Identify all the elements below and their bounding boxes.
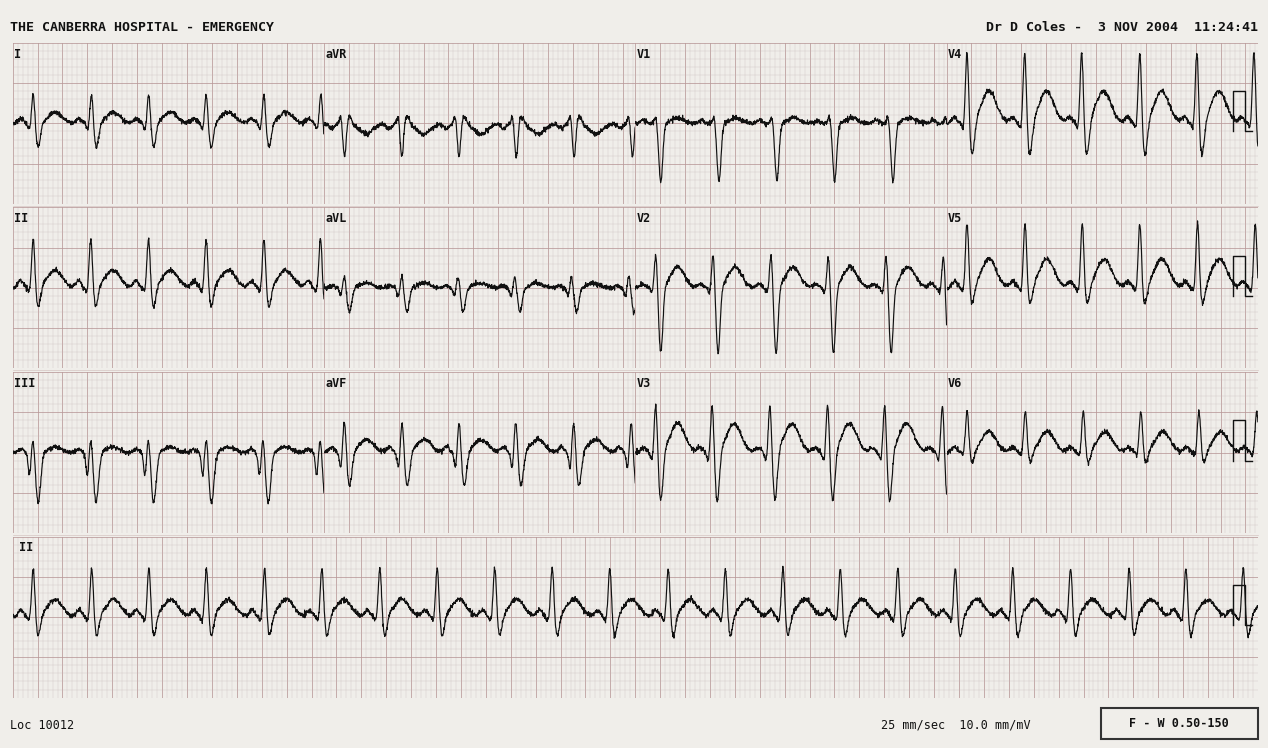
Text: V5: V5 <box>948 212 962 225</box>
Text: I: I <box>14 48 22 61</box>
Text: F - W 0.50-150: F - W 0.50-150 <box>1130 717 1229 730</box>
Text: II: II <box>19 542 33 554</box>
Text: V3: V3 <box>637 377 650 390</box>
Text: V4: V4 <box>948 48 962 61</box>
Bar <box>1101 708 1258 739</box>
Text: V1: V1 <box>637 48 650 61</box>
Text: 25 mm/sec  10.0 mm/mV: 25 mm/sec 10.0 mm/mV <box>881 719 1031 732</box>
Text: aVL: aVL <box>326 212 347 225</box>
Text: aVR: aVR <box>326 48 347 61</box>
Text: V6: V6 <box>948 377 962 390</box>
Text: III: III <box>14 377 36 390</box>
Text: V2: V2 <box>637 212 650 225</box>
Text: Loc 10012: Loc 10012 <box>10 719 75 732</box>
Text: aVF: aVF <box>326 377 347 390</box>
Text: II: II <box>14 212 28 225</box>
Text: Dr D Coles -  3 NOV 2004  11:24:41: Dr D Coles - 3 NOV 2004 11:24:41 <box>985 21 1258 34</box>
Text: THE CANBERRA HOSPITAL - EMERGENCY: THE CANBERRA HOSPITAL - EMERGENCY <box>10 21 274 34</box>
